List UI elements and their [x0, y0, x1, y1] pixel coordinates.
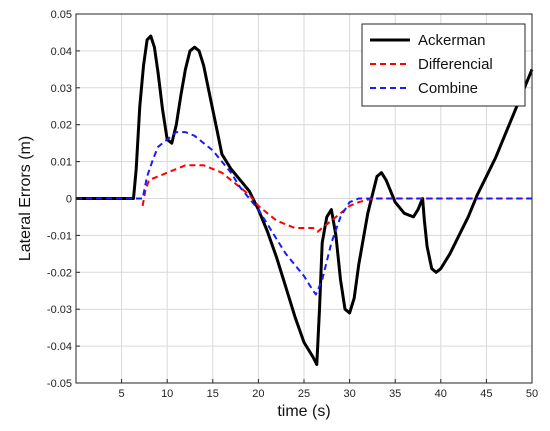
y-tick-label: 0.04: [51, 46, 72, 58]
y-axis-ticks: -0.05 -0.04 -0.03 -0.02 -0.01 0 0.01 0.02 0.03 0.…: [47, 9, 80, 390]
x-tick-label: 45: [480, 388, 492, 400]
x-axis-ticks: 5 10 15 20 25 30 35 40 45 50: [119, 379, 538, 400]
legend: Ackerman Differencial Combine: [361, 23, 526, 107]
x-tick-label: 25: [298, 388, 310, 400]
x-tick-label: 30: [343, 388, 355, 400]
y-axis-title: Lateral Errors (m): [17, 136, 34, 261]
x-axis-title: time (s): [277, 403, 330, 420]
x-tick-label: 15: [207, 388, 219, 400]
y-tick-label: -0.02: [47, 267, 72, 279]
y-tick-label: 0.02: [51, 120, 72, 132]
x-tick-label: 10: [161, 388, 173, 400]
x-tick-label: 40: [435, 388, 447, 400]
x-tick-label: 20: [252, 388, 264, 400]
y-tick-label: 0: [66, 194, 72, 206]
y-tick-label: -0.05: [47, 378, 72, 390]
y-tick-label: 0.05: [51, 9, 72, 21]
legend-label-differencial: Differencial: [418, 56, 493, 73]
legend-label-combine: Combine: [418, 80, 478, 97]
legend-label-ackerman: Ackerman: [418, 32, 486, 49]
y-tick-label: -0.03: [47, 304, 72, 316]
x-tick-label: 35: [389, 388, 401, 400]
legend-box: [361, 23, 526, 107]
series-layer: [76, 34, 534, 366]
y-tick-label: 0.01: [51, 157, 72, 169]
y-tick-label: -0.01: [47, 230, 72, 242]
series-line-ackerman: [76, 34, 534, 366]
x-tick-label: 50: [526, 388, 538, 400]
y-tick-label: 0.03: [51, 83, 72, 95]
x-tick-label: 5: [119, 388, 125, 400]
y-tick-label: -0.04: [47, 341, 72, 353]
